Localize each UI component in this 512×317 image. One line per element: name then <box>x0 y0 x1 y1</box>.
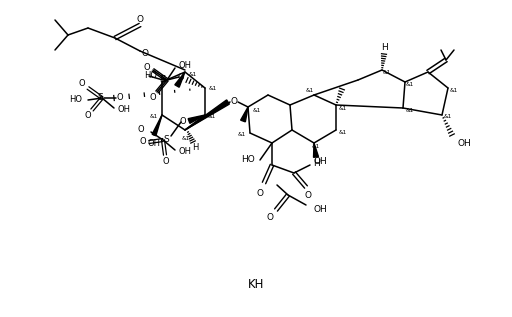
Text: H: H <box>380 42 388 51</box>
Text: &1: &1 <box>406 107 414 113</box>
Text: H: H <box>314 158 321 167</box>
Text: HO: HO <box>70 94 82 103</box>
Text: &1: &1 <box>450 87 458 93</box>
Text: OH: OH <box>313 158 327 166</box>
Text: O: O <box>138 126 144 134</box>
Text: &1: &1 <box>444 114 452 120</box>
Text: S: S <box>163 135 169 145</box>
Text: O: O <box>178 73 184 81</box>
Text: OH: OH <box>147 139 160 147</box>
Text: S: S <box>160 75 166 85</box>
Text: O: O <box>84 112 91 120</box>
Text: &1: &1 <box>406 81 414 87</box>
Text: &1: &1 <box>150 113 158 119</box>
Polygon shape <box>152 115 162 136</box>
Text: &1: &1 <box>339 106 347 111</box>
Text: H: H <box>192 143 198 152</box>
Text: O: O <box>141 49 148 59</box>
Text: O: O <box>230 98 238 107</box>
Polygon shape <box>188 115 205 123</box>
Text: O: O <box>140 138 146 146</box>
Text: OH: OH <box>457 139 471 147</box>
Text: O: O <box>305 191 311 199</box>
Text: S: S <box>97 94 103 102</box>
Text: &1: &1 <box>383 69 391 74</box>
Text: OH: OH <box>179 147 191 157</box>
Polygon shape <box>185 100 229 130</box>
Text: &1: &1 <box>189 73 197 77</box>
Text: HO: HO <box>144 70 158 80</box>
Text: OH: OH <box>179 61 191 70</box>
Text: O: O <box>257 189 264 197</box>
Text: OH: OH <box>313 204 327 214</box>
Text: O: O <box>117 94 123 102</box>
Text: &1: &1 <box>208 114 216 120</box>
Text: &1: &1 <box>182 135 190 140</box>
Text: O: O <box>144 62 151 72</box>
Text: O: O <box>79 80 86 88</box>
Text: &1: &1 <box>339 131 347 135</box>
Polygon shape <box>175 72 185 87</box>
Text: O: O <box>163 157 169 165</box>
Text: HO: HO <box>241 156 255 165</box>
Text: O: O <box>267 212 273 222</box>
Text: &1: &1 <box>209 87 217 92</box>
Text: &1: &1 <box>312 144 320 148</box>
Text: KH: KH <box>248 279 264 292</box>
Text: &1: &1 <box>238 133 246 138</box>
Text: &1: &1 <box>306 87 314 93</box>
Polygon shape <box>313 143 318 157</box>
Text: OH: OH <box>117 106 131 114</box>
Text: O: O <box>180 118 186 126</box>
Text: O: O <box>137 15 143 23</box>
Polygon shape <box>241 107 248 122</box>
Text: O: O <box>150 94 156 102</box>
Text: &1: &1 <box>253 107 261 113</box>
